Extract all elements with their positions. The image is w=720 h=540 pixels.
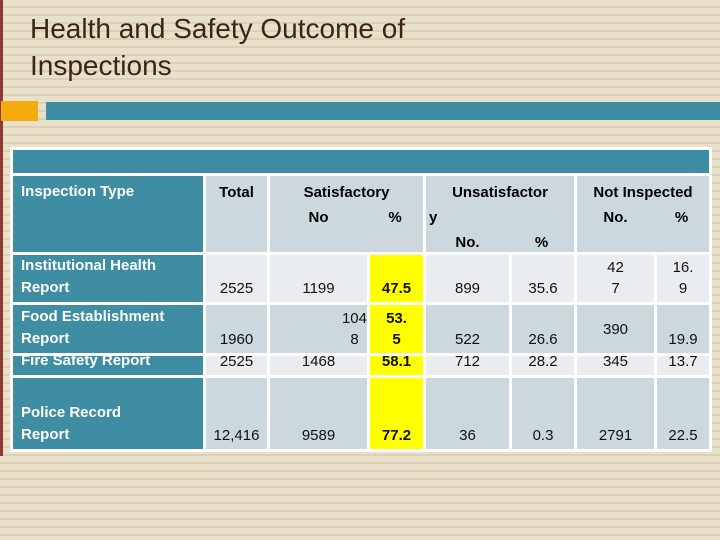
header-satisfactory-label: Satisfactory (303, 184, 390, 201)
cell-r3-satisfactory-pct: 58.1 (370, 353, 423, 375)
header-not-inspected-no: No. (603, 209, 628, 226)
header-group-not-inspected: Not Inspected No. % (577, 176, 709, 252)
header-total: Total (206, 176, 267, 252)
cell-r4-satisfactory-pct: 77.2 (370, 378, 423, 449)
header-group-unsatisfactory: Unsatisfactor y No. % (426, 176, 574, 252)
header-satisfactory-no: No (308, 209, 329, 226)
cell-r1-total: 2525 (206, 255, 267, 302)
cell-r1-satisfactory-no: 1199 (270, 255, 367, 302)
cell-r2-not-inspected-no: 390 (577, 305, 654, 353)
table-top-band (13, 150, 709, 173)
row-label-fire-safety: Fire Safety Report (13, 352, 203, 375)
cell-r4-unsatisfactory-pct: 0.3 (512, 378, 574, 449)
cell-r4-unsatisfactory-no: 36 (426, 378, 509, 449)
header-satisfactory-pct: % (388, 209, 402, 226)
cell-r3-total: 2525 (206, 353, 267, 375)
cell-r3-unsatisfactory-pct: 28.2 (512, 353, 574, 375)
header-unsatisfactory-label: Unsatisfactor (452, 184, 548, 201)
header-not-inspected-pct: % (674, 209, 689, 226)
cell-r1-unsatisfactory-no: 899 (426, 255, 509, 302)
cell-r1-satisfactory-pct: 47.5 (370, 255, 423, 302)
header-unsatisfactory-pct: % (534, 234, 549, 251)
title-accent-bar (46, 102, 720, 120)
cell-r2-not-inspected-pct: 19.9 (657, 305, 709, 353)
cell-r3-satisfactory-no: 1468 (270, 353, 367, 375)
header-not-inspected-label: Not Inspected (593, 184, 693, 201)
cell-r3-unsatisfactory-no: 712 (426, 353, 509, 375)
header-unsatisfactory-no: No. (455, 234, 480, 251)
row-label-food-establishment: Food Establishment Report (13, 305, 203, 353)
cell-r3-not-inspected-no: 345 (577, 353, 654, 375)
row-label-institutional-health: Institutional Health Report (13, 255, 203, 302)
cell-r2-unsatisfactory-no: 522 (426, 305, 509, 353)
cell-r4-not-inspected-pct: 22.5 (657, 378, 709, 449)
cell-r4-total: 12,416 (206, 378, 267, 449)
slide-title: Health and Safety Outcome of Inspections (30, 13, 406, 81)
header-group-satisfactory: Satisfactory No % (270, 176, 423, 252)
left-edge-accent-strip (0, 0, 3, 456)
cell-r2-satisfactory-no: 104 8 (270, 305, 367, 353)
cell-r4-satisfactory-no: 9589 (270, 378, 367, 449)
row-label-police-record: Police Record Report (13, 378, 203, 449)
cell-r1-not-inspected-pct: 16. 9 (657, 255, 709, 302)
cell-r2-satisfactory-pct: 53. 5 (370, 305, 423, 353)
title-accent-square (1, 101, 38, 121)
cell-r4-not-inspected-no: 2791 (577, 378, 654, 449)
cell-r1-unsatisfactory-pct: 35.6 (512, 255, 574, 302)
cell-r2-total: 1960 (206, 305, 267, 353)
inspections-table: Inspection Type Total Satisfactory No % … (10, 147, 712, 452)
cell-r3-not-inspected-pct: 13.7 (657, 353, 709, 375)
header-unsatisfactory-label-wrap: y (429, 209, 438, 226)
cell-r2-unsatisfactory-pct: 26.6 (512, 305, 574, 353)
header-inspection-type: Inspection Type (13, 176, 203, 252)
cell-r1-not-inspected-no: 42 7 (577, 255, 654, 302)
